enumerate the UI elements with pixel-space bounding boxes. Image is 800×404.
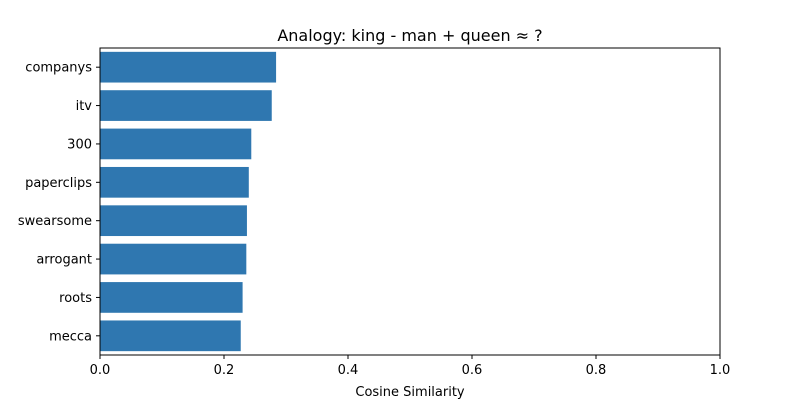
y-tick-label: companys bbox=[25, 61, 92, 76]
bar-companys bbox=[100, 51, 277, 83]
y-tick-label: arrogant bbox=[36, 253, 92, 268]
x-tick-label: 0.2 bbox=[214, 363, 235, 378]
y-tick-label: paperclips bbox=[25, 176, 92, 191]
chart-title: Analogy: king - man + queen ≈ ? bbox=[277, 26, 542, 45]
x-tick-label: 0.4 bbox=[338, 363, 359, 378]
x-tick-label: 0.6 bbox=[462, 363, 483, 378]
bar-300 bbox=[100, 128, 252, 160]
y-tick-label: 300 bbox=[67, 137, 92, 152]
x-tick-label: 0.8 bbox=[586, 363, 607, 378]
plot-frame bbox=[99, 47, 721, 356]
bar-arrogant bbox=[100, 243, 247, 275]
y-tick-label: mecca bbox=[49, 329, 92, 344]
bar-roots bbox=[100, 282, 243, 313]
bar-itv bbox=[100, 90, 272, 121]
x-tick-label: 0.0 bbox=[90, 363, 111, 378]
y-tick-label: itv bbox=[76, 99, 93, 114]
x-axis: 0.0 0.2 0.4 0.6 0.8 1.0 bbox=[90, 355, 731, 378]
x-tick-label: 1.0 bbox=[710, 363, 731, 378]
x-axis-label: Cosine Similarity bbox=[355, 385, 465, 400]
bars-group bbox=[100, 51, 277, 352]
y-axis: companys itv 300 paperclips swearsome arrogan… bbox=[18, 61, 100, 344]
y-tick-label: roots bbox=[59, 291, 92, 306]
y-tick-label: swearsome bbox=[18, 214, 92, 229]
bar-paperclips bbox=[100, 166, 249, 198]
bar-mecca bbox=[100, 320, 241, 352]
bar-swearsome bbox=[100, 205, 247, 237]
